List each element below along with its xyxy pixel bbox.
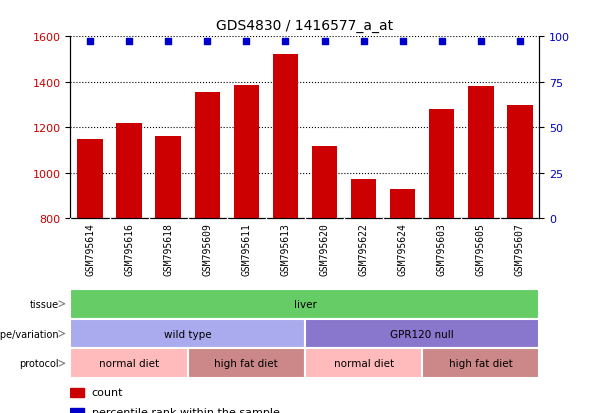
Point <box>476 38 485 45</box>
Text: normal diet: normal diet <box>99 358 159 368</box>
Bar <box>156 137 181 219</box>
Point <box>359 38 368 45</box>
Text: high fat diet: high fat diet <box>449 358 512 368</box>
Point <box>85 38 95 45</box>
Bar <box>188 349 305 378</box>
Text: GSM795603: GSM795603 <box>436 222 447 275</box>
Bar <box>429 110 454 219</box>
Bar <box>70 408 83 413</box>
Point <box>398 38 408 45</box>
Text: GSM795607: GSM795607 <box>515 222 525 275</box>
Bar <box>116 123 142 219</box>
Text: protocol: protocol <box>19 358 59 368</box>
Bar <box>390 189 416 219</box>
Bar <box>507 105 533 219</box>
Text: genotype/variation: genotype/variation <box>0 329 59 339</box>
Bar <box>305 349 422 378</box>
Bar <box>70 349 188 378</box>
Point <box>515 38 525 45</box>
Text: GSM795624: GSM795624 <box>398 222 408 275</box>
Point <box>163 38 173 45</box>
Text: normal diet: normal diet <box>333 358 394 368</box>
Point <box>242 38 251 45</box>
Bar <box>305 319 539 349</box>
Text: liver: liver <box>294 299 316 309</box>
Point <box>281 38 291 45</box>
Bar <box>351 179 376 219</box>
Bar <box>194 93 220 219</box>
Bar <box>77 140 103 219</box>
Text: high fat diet: high fat diet <box>215 358 278 368</box>
Text: wild type: wild type <box>164 329 211 339</box>
Point <box>437 38 447 45</box>
Text: GPR120 null: GPR120 null <box>390 329 454 339</box>
Bar <box>422 349 539 378</box>
Text: GSM795614: GSM795614 <box>85 222 95 275</box>
Text: GSM795618: GSM795618 <box>163 222 173 275</box>
Bar <box>273 55 298 219</box>
Bar <box>234 86 259 219</box>
Text: GSM795622: GSM795622 <box>359 222 368 275</box>
Text: percentile rank within the sample: percentile rank within the sample <box>91 407 280 413</box>
Text: count: count <box>91 387 123 397</box>
Bar <box>312 146 337 219</box>
Bar <box>468 87 493 219</box>
Point <box>124 38 134 45</box>
Text: GSM795609: GSM795609 <box>202 222 212 275</box>
Text: GSM795613: GSM795613 <box>280 222 291 275</box>
Text: GSM795611: GSM795611 <box>242 222 251 275</box>
Text: GSM795605: GSM795605 <box>476 222 486 275</box>
Text: GSM795620: GSM795620 <box>319 222 330 275</box>
Title: GDS4830 / 1416577_a_at: GDS4830 / 1416577_a_at <box>216 19 394 33</box>
Bar <box>70 319 305 349</box>
Bar <box>70 388 83 397</box>
Point <box>319 38 329 45</box>
Point <box>202 38 212 45</box>
Text: tissue: tissue <box>29 299 59 309</box>
Text: GSM795616: GSM795616 <box>124 222 134 275</box>
